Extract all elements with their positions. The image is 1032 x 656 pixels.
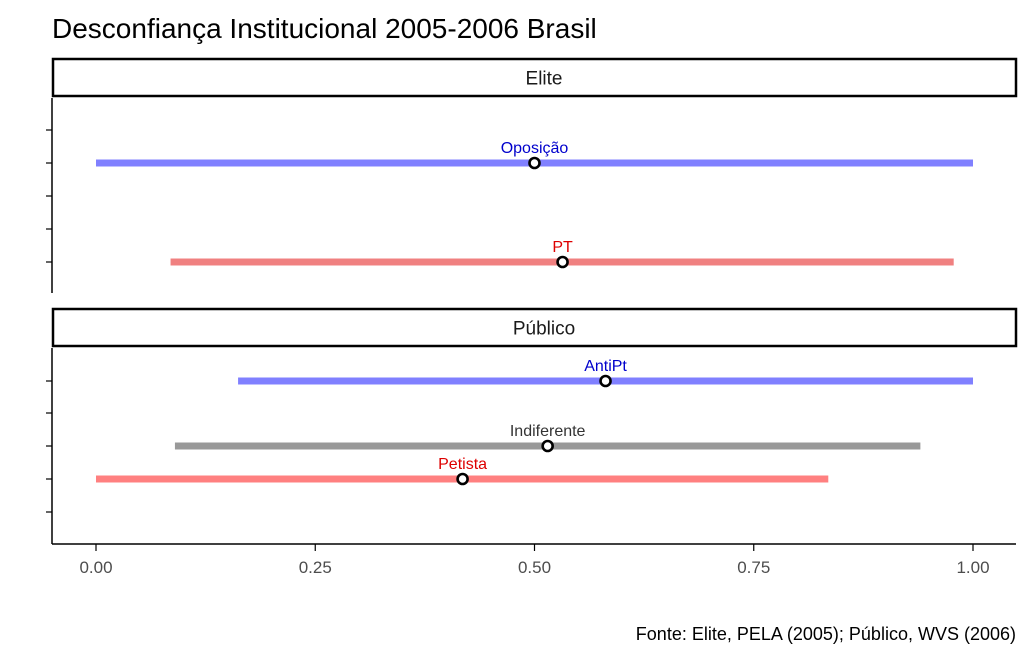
series-label: Petista	[438, 456, 487, 473]
series-label: Oposição	[501, 140, 569, 157]
panel-strip	[51, 307, 1018, 348]
panel-0: Elite Oposição PT	[46, 57, 1018, 293]
mean-point	[528, 156, 541, 170]
panels: EliteOposiçãoPTPúblicoAntiPtIndiferenteP…	[46, 57, 1018, 544]
panel-strip	[51, 57, 1018, 98]
series-label: AntiPt	[584, 358, 627, 375]
mean-point	[599, 374, 612, 388]
chart-caption: Fonte: Elite, PELA (2005); Público, WVS …	[636, 624, 1016, 644]
panel-strip-label: Público	[513, 319, 575, 340]
x-axis: 0.00 0.25 0.50 0.75 1.00	[52, 543, 1016, 577]
mean-point	[541, 439, 554, 453]
mean-point	[556, 255, 569, 269]
panel-1: Público AntiPt Indiferente Petista	[46, 307, 1018, 544]
chart-title: Desconfiança Institucional 2005-2006 Bra…	[52, 13, 597, 44]
mean-point	[456, 472, 469, 486]
x-tick-label: 0.50	[518, 558, 551, 577]
panel-strip-label: Elite	[526, 69, 563, 90]
x-tick-label: 0.00	[79, 558, 112, 577]
series-label: Indiferente	[510, 423, 586, 440]
x-tick-label: 0.75	[737, 558, 770, 577]
series-label: PT	[552, 239, 573, 256]
x-tick-label: 0.25	[299, 558, 332, 577]
x-tick-label: 1.00	[956, 558, 989, 577]
